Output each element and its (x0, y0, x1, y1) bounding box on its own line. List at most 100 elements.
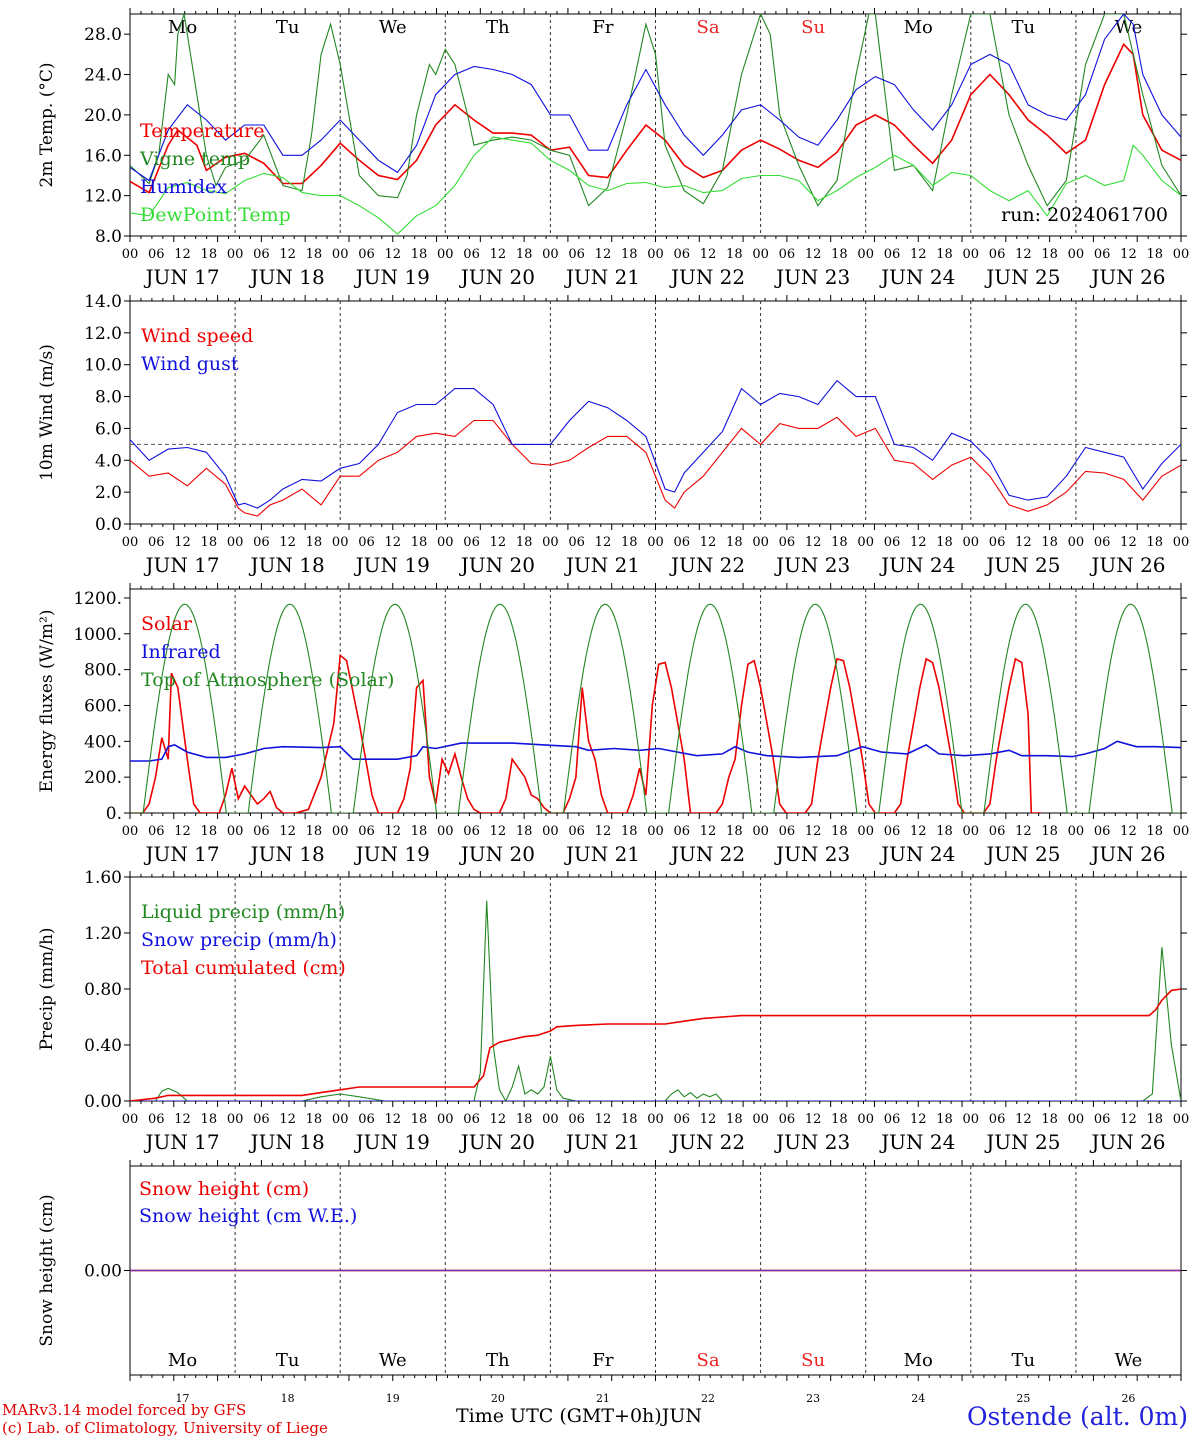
hour-tick-label: 12 (595, 535, 612, 550)
series-line-wind-speed (130, 416, 1181, 517)
day-abbr: We (379, 17, 407, 38)
day-number: 17 (176, 1392, 190, 1405)
hour-tick-label: 12 (279, 247, 296, 262)
hour-tick-label: 12 (595, 1112, 612, 1127)
y-tick-label: 1200. (73, 589, 122, 609)
y-tick-label: 20.0 (84, 106, 122, 126)
day-abbr: Tu (1012, 17, 1036, 38)
date-label: JUN 20 (459, 1130, 535, 1154)
hour-tick-label: 12 (1015, 1112, 1032, 1127)
day-abbr: We (1115, 1350, 1143, 1371)
day-abbr: Tu (1012, 1350, 1036, 1371)
hour-tick-label: 12 (490, 247, 507, 262)
hour-tick-label: 06 (358, 535, 375, 550)
hour-tick-label: 00 (857, 824, 874, 839)
y-tick-label: 0.00 (84, 1092, 122, 1112)
hour-tick-label: 06 (884, 824, 901, 839)
hour-tick-label: 12 (805, 247, 822, 262)
hour-tick-label: 12 (805, 824, 822, 839)
hour-tick-label: 06 (884, 535, 901, 550)
hour-tick-label: 06 (253, 535, 270, 550)
hour-tick-label: 12 (1120, 824, 1137, 839)
series-line-dewpoint-temp (130, 136, 1181, 235)
date-label: JUN 21 (564, 265, 640, 289)
hour-tick-label: 12 (805, 1112, 822, 1127)
date-label: JUN 23 (774, 265, 850, 289)
hour-tick-label: 12 (279, 1112, 296, 1127)
hour-tick-label: 18 (1041, 1112, 1058, 1127)
date-label: JUN 23 (774, 553, 850, 577)
hour-tick-label: 06 (463, 247, 480, 262)
hour-tick-label: 06 (253, 1112, 270, 1127)
y-tick-label: 4.0 (95, 451, 122, 471)
hour-tick-label: 18 (1146, 535, 1163, 550)
hour-tick-label: 12 (279, 535, 296, 550)
date-label: JUN 18 (249, 553, 325, 577)
hour-tick-label: 00 (122, 824, 139, 839)
legend-entry: Wind speed (141, 325, 253, 347)
date-label: JUN 25 (984, 842, 1060, 866)
date-label: JUN 20 (459, 553, 535, 577)
hour-tick-label: 18 (1146, 824, 1163, 839)
date-label: JUN 17 (143, 553, 219, 577)
y-tick-label: 28.0 (84, 25, 122, 45)
y-tick-label: 1000. (73, 625, 122, 645)
date-label: JUN 24 (879, 553, 955, 577)
y-tick-label: 800. (84, 661, 122, 681)
y-tick-label: 1.60 (84, 868, 122, 888)
hour-tick-label: 06 (779, 535, 796, 550)
hour-tick-label: 00 (1173, 247, 1190, 262)
legend-entry: Solar (141, 613, 193, 635)
y-tick-label: 400. (84, 732, 122, 752)
hour-tick-label: 06 (568, 535, 585, 550)
hour-tick-label: 12 (910, 247, 927, 262)
series-line-temperature (130, 42, 1181, 194)
hour-tick-label: 06 (568, 824, 585, 839)
hour-tick-label: 00 (1068, 247, 1085, 262)
hour-tick-label: 12 (1015, 824, 1032, 839)
date-label: JUN 18 (249, 842, 325, 866)
y-tick-label: 8.0 (95, 227, 122, 247)
day-abbr: Sa (697, 17, 720, 38)
hour-tick-label: 00 (857, 247, 874, 262)
hour-tick-label: 06 (358, 247, 375, 262)
hour-tick-label: 06 (1094, 1112, 1111, 1127)
hour-tick-label: 06 (148, 1112, 165, 1127)
day-abbr: Su (801, 17, 825, 38)
day-number: 24 (911, 1392, 925, 1405)
series-line-liquid-precip-mm-h- (130, 900, 1181, 1101)
hour-tick-label: 12 (700, 247, 717, 262)
plot-frame (129, 300, 1182, 525)
hour-tick-label: 06 (884, 1112, 901, 1127)
date-label: JUN 19 (354, 842, 430, 866)
y-tick-label: 0.00 (84, 1262, 122, 1282)
y-axis-label: 10m Wind (m/s) (37, 344, 57, 481)
day-abbr: Fr (592, 17, 613, 38)
hour-tick-label: 06 (989, 1112, 1006, 1127)
hour-tick-label: 06 (674, 824, 691, 839)
chart-panel-3: 0. 200. 400. 600. 800. 1000. 1200. Energy fluxe… (37, 583, 1189, 866)
series-line-vigne-temp (130, 14, 1181, 207)
hour-tick-label: 12 (700, 824, 717, 839)
hour-tick-label: 00 (857, 535, 874, 550)
hour-tick-label: 06 (1094, 535, 1111, 550)
hour-tick-label: 00 (332, 1112, 349, 1127)
hour-tick-label: 00 (647, 1112, 664, 1127)
series-line-wind-gust (130, 379, 1181, 509)
date-label: JUN 22 (669, 553, 745, 577)
hour-tick-label: 12 (384, 247, 401, 262)
hour-tick-label: 00 (752, 1112, 769, 1127)
legend-entry: Humidex (140, 176, 227, 198)
hour-tick-label: 12 (595, 824, 612, 839)
hour-tick-label: 12 (1120, 1112, 1137, 1127)
hour-tick-label: 18 (621, 1112, 638, 1127)
day-number: 18 (281, 1392, 295, 1405)
hour-tick-label: 00 (437, 1112, 454, 1127)
hour-tick-label: 18 (1041, 824, 1058, 839)
hour-tick-label: 18 (831, 535, 848, 550)
hour-tick-label: 06 (989, 824, 1006, 839)
hour-tick-label: 12 (595, 247, 612, 262)
day-abbr: Th (486, 1350, 510, 1371)
hour-tick-label: 06 (674, 535, 691, 550)
day-number: 21 (596, 1392, 610, 1405)
